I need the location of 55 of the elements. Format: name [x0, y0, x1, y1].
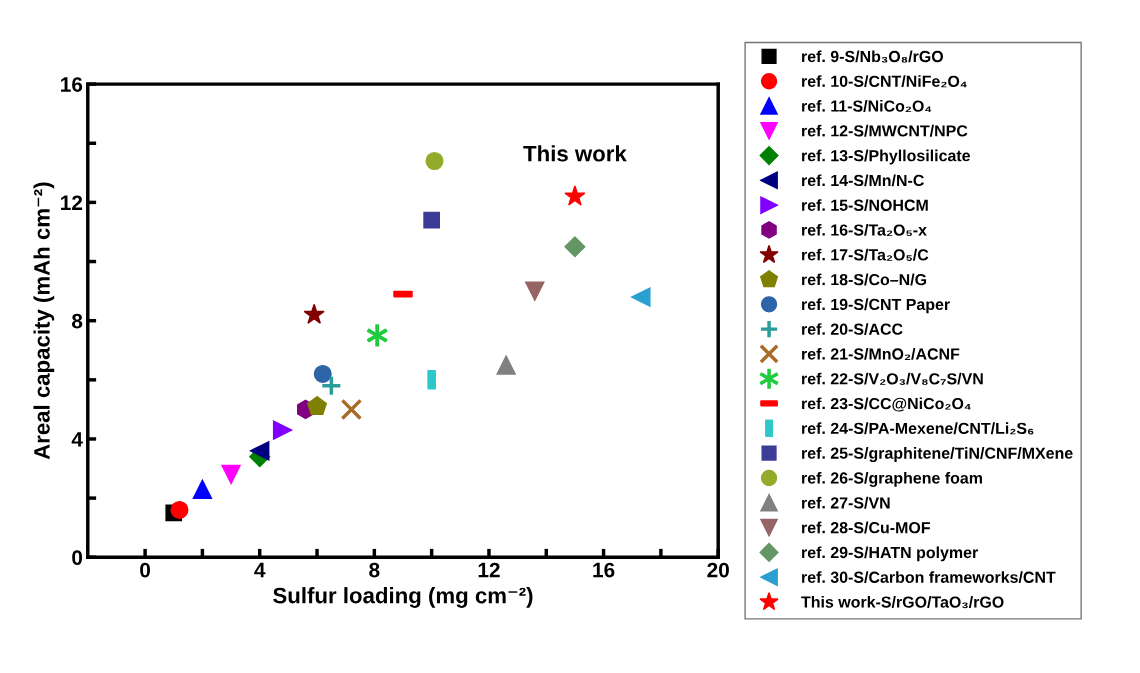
point — [249, 441, 270, 461]
point — [425, 151, 444, 171]
legend-label: This work-S/rGO/TaO₃/rGO — [801, 595, 1004, 609]
legend-label: ref. 19-S/CNT Paper — [802, 298, 950, 314]
point — [170, 500, 189, 519]
legend-label: ref. 27-S/VN — [802, 496, 890, 509]
legend-label: ref. 14-S/Mn/N-C — [802, 174, 924, 187]
legend-label: ref. 25-S/graphitene/TiN/CNF/MXene — [802, 447, 1073, 463]
y-tick-label: 16 — [61, 77, 83, 92]
legend-label: ref. 26-S/graphene foam — [802, 471, 982, 487]
legend-label: ref. 11-S/NiCo₂O₄ — [802, 100, 932, 113]
x-tick-label: 4 — [254, 562, 266, 578]
legend-label: ref. 22-S/V₂O₃/V₈C₇S/VN — [802, 372, 983, 385]
point — [496, 355, 516, 375]
legend-label: ref. 24-S/PA-Mexene/CNT/Li₂S₆ — [802, 422, 1034, 435]
point — [423, 211, 440, 229]
point — [631, 287, 651, 307]
x-tick-label: 8 — [369, 562, 380, 578]
y-tick-label: 8 — [71, 313, 83, 329]
x-tick-label: 16 — [593, 562, 615, 578]
legend-label: ref. 20-S/ACC — [802, 323, 903, 336]
legend-label: ref. 13-S/Phyllosilicate — [802, 149, 971, 165]
point — [320, 374, 343, 397]
point — [192, 479, 213, 499]
legend-label: ref. 21-S/MnO₂/ACNF — [802, 347, 960, 360]
legend-label: ref. 28-S/Cu-MOF — [802, 521, 930, 534]
point — [303, 303, 325, 324]
x-axis-title: Sulfur loading (mg cm⁻²) — [273, 587, 533, 608]
annotation: This work — [523, 145, 627, 162]
point — [366, 324, 388, 347]
legend-label: ref. 10-S/CNT/NiFe₂O₄ — [802, 75, 967, 88]
legend-label: ref. 9-S/Nb₃O₈/rGO — [802, 50, 943, 63]
point — [221, 464, 241, 485]
point — [272, 420, 293, 440]
legend-label: ref. 23-S/CC@NiCo₂O₄ — [802, 397, 971, 412]
x-tick-label: 0 — [140, 562, 151, 578]
y-tick-label: 12 — [61, 195, 83, 210]
legend-label: ref. 30-S/Carbon frameworks/CNT — [802, 571, 1056, 584]
legend-label: ref. 17-S/Ta₂O₅/C — [802, 248, 929, 261]
y-tick-label: 4 — [71, 432, 83, 447]
point — [564, 185, 586, 206]
legend-label: ref. 12-S/MWCNT/NPC — [802, 124, 968, 137]
legend-label: ref. 15-S/NOHCM — [802, 199, 928, 212]
legend-label: ref. 18-S/Co–N/G — [802, 273, 927, 286]
point — [340, 398, 363, 421]
point — [525, 281, 545, 301]
legend-label: ref. 16-S/Ta₂O₅-x — [802, 223, 927, 237]
y-tick-label: 0 — [72, 550, 83, 565]
point — [313, 364, 332, 383]
point — [564, 236, 586, 258]
x-tick-label: 20 — [707, 562, 729, 578]
x-tick-label: 12 — [478, 562, 500, 578]
point — [307, 396, 327, 415]
legend-label: ref. 29-S/HATN polymer — [802, 546, 978, 562]
y-axis-title: Areal capacity (mAh cm⁻²) — [33, 182, 55, 460]
